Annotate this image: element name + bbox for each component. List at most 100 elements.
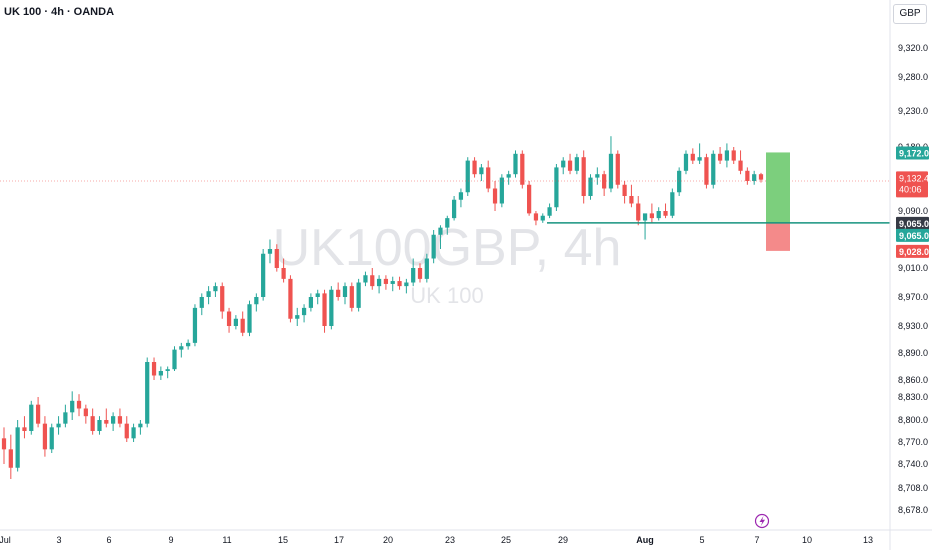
candle-body	[642, 213, 648, 221]
x-tick-label: 15	[278, 535, 288, 545]
candle-body	[438, 227, 443, 235]
x-tick-label: 10	[802, 535, 812, 545]
candle-body	[554, 167, 559, 208]
candle-body	[717, 153, 723, 161]
candle-body	[138, 423, 143, 428]
candle-body	[97, 420, 102, 431]
candle-body	[486, 167, 491, 189]
candle-body	[288, 278, 293, 319]
candle-body	[117, 416, 123, 424]
stop-price-badge	[896, 244, 929, 258]
candle-body	[124, 423, 129, 439]
candle-body	[622, 184, 627, 196]
candle-body	[145, 362, 150, 424]
candle-body	[540, 215, 545, 221]
candle-body	[492, 188, 498, 204]
candle-body	[567, 160, 573, 171]
y-tick-label: 9,230.0	[898, 106, 928, 116]
y-tick-label: 8,678.0	[898, 505, 928, 515]
candle-body	[1, 438, 7, 450]
candle-body	[472, 160, 477, 175]
candle-body	[22, 427, 27, 431]
candle-body	[267, 249, 273, 254]
candle-body	[636, 203, 641, 221]
candle-body	[513, 153, 518, 175]
candle-body	[711, 153, 716, 185]
candle-body	[411, 268, 416, 283]
candle-body	[738, 160, 743, 171]
candle-body	[42, 423, 48, 450]
level-price-badge	[896, 216, 929, 230]
watermark-name: UK 100	[410, 283, 483, 308]
target-price-label: 9,172.0	[899, 148, 929, 158]
candle-body	[704, 157, 709, 185]
candle-body	[683, 153, 689, 171]
candle-body	[254, 297, 259, 305]
x-tick-label: 6	[106, 535, 111, 545]
currency-button[interactable]: GBP	[893, 4, 927, 24]
candle-body	[615, 153, 620, 185]
candle-body	[370, 275, 375, 287]
y-tick-label: 8,708.0	[898, 483, 928, 493]
candle-body	[390, 281, 395, 284]
candle-body	[295, 315, 300, 319]
candle-body	[172, 349, 177, 370]
candle-body	[240, 318, 245, 333]
candle-body	[697, 157, 702, 161]
candle-body	[220, 286, 225, 312]
candle-body	[663, 211, 668, 216]
price-axis[interactable]: 9,320.09,280.09,230.09,180.09,130.09,090…	[898, 43, 928, 515]
candle-body	[199, 297, 204, 308]
entry-price-badge	[896, 228, 929, 242]
candle-body	[561, 160, 566, 168]
candle-body	[527, 184, 532, 214]
candle-body	[356, 282, 361, 308]
candle-body	[35, 404, 41, 424]
profit-zone	[766, 152, 790, 223]
candle-body	[465, 160, 470, 193]
symbol-header[interactable]: UK 100 · 4h · OANDA	[4, 6, 115, 18]
candle-body	[533, 213, 539, 221]
candle-body	[247, 304, 252, 333]
candle-body	[336, 289, 341, 297]
y-tick-label: 8,930.0	[898, 321, 928, 331]
candle-body	[49, 427, 54, 450]
candle-body	[424, 258, 429, 279]
candle-body	[752, 174, 757, 181]
candle-body	[745, 170, 750, 181]
candle-body	[158, 371, 163, 376]
candle-body	[677, 170, 682, 193]
candle-body	[274, 249, 279, 268]
candle-body	[226, 311, 232, 326]
lightning-icon[interactable]	[754, 513, 770, 529]
bar-countdown-label: 40:06	[899, 184, 922, 194]
current-price-badge	[896, 171, 928, 198]
y-tick-label: 8,770.0	[898, 437, 928, 447]
candle-body	[233, 318, 238, 326]
x-tick-label: 25	[501, 535, 511, 545]
y-tick-label: 9,090.0	[898, 206, 928, 216]
candle-body	[731, 150, 736, 161]
candle-body	[595, 174, 600, 178]
candle-body	[363, 275, 368, 283]
candle-body	[602, 174, 607, 189]
entry-price-label: 9,065.0	[899, 231, 929, 241]
candle-body	[608, 153, 614, 189]
time-axis[interactable]: Jul 3 6 9 11 15 17 20 23 25 29 Aug 5 7 10 13	[0, 535, 873, 545]
candle-body	[308, 297, 314, 308]
candle-body	[458, 192, 464, 200]
x-tick-label: 5	[699, 535, 704, 545]
candle-body	[261, 253, 266, 297]
long-position-tool[interactable]	[547, 152, 890, 251]
candle-body	[581, 157, 586, 196]
x-tick-label: 13	[863, 535, 873, 545]
candle-body	[431, 234, 436, 259]
y-tick-label: 8,830.0	[898, 392, 928, 402]
y-tick-label: 8,800.0	[898, 415, 928, 425]
stop-loss-zone	[766, 222, 790, 251]
candle-body	[111, 416, 116, 424]
y-tick-label: 9,320.0	[898, 43, 928, 53]
candle-body	[397, 281, 402, 287]
